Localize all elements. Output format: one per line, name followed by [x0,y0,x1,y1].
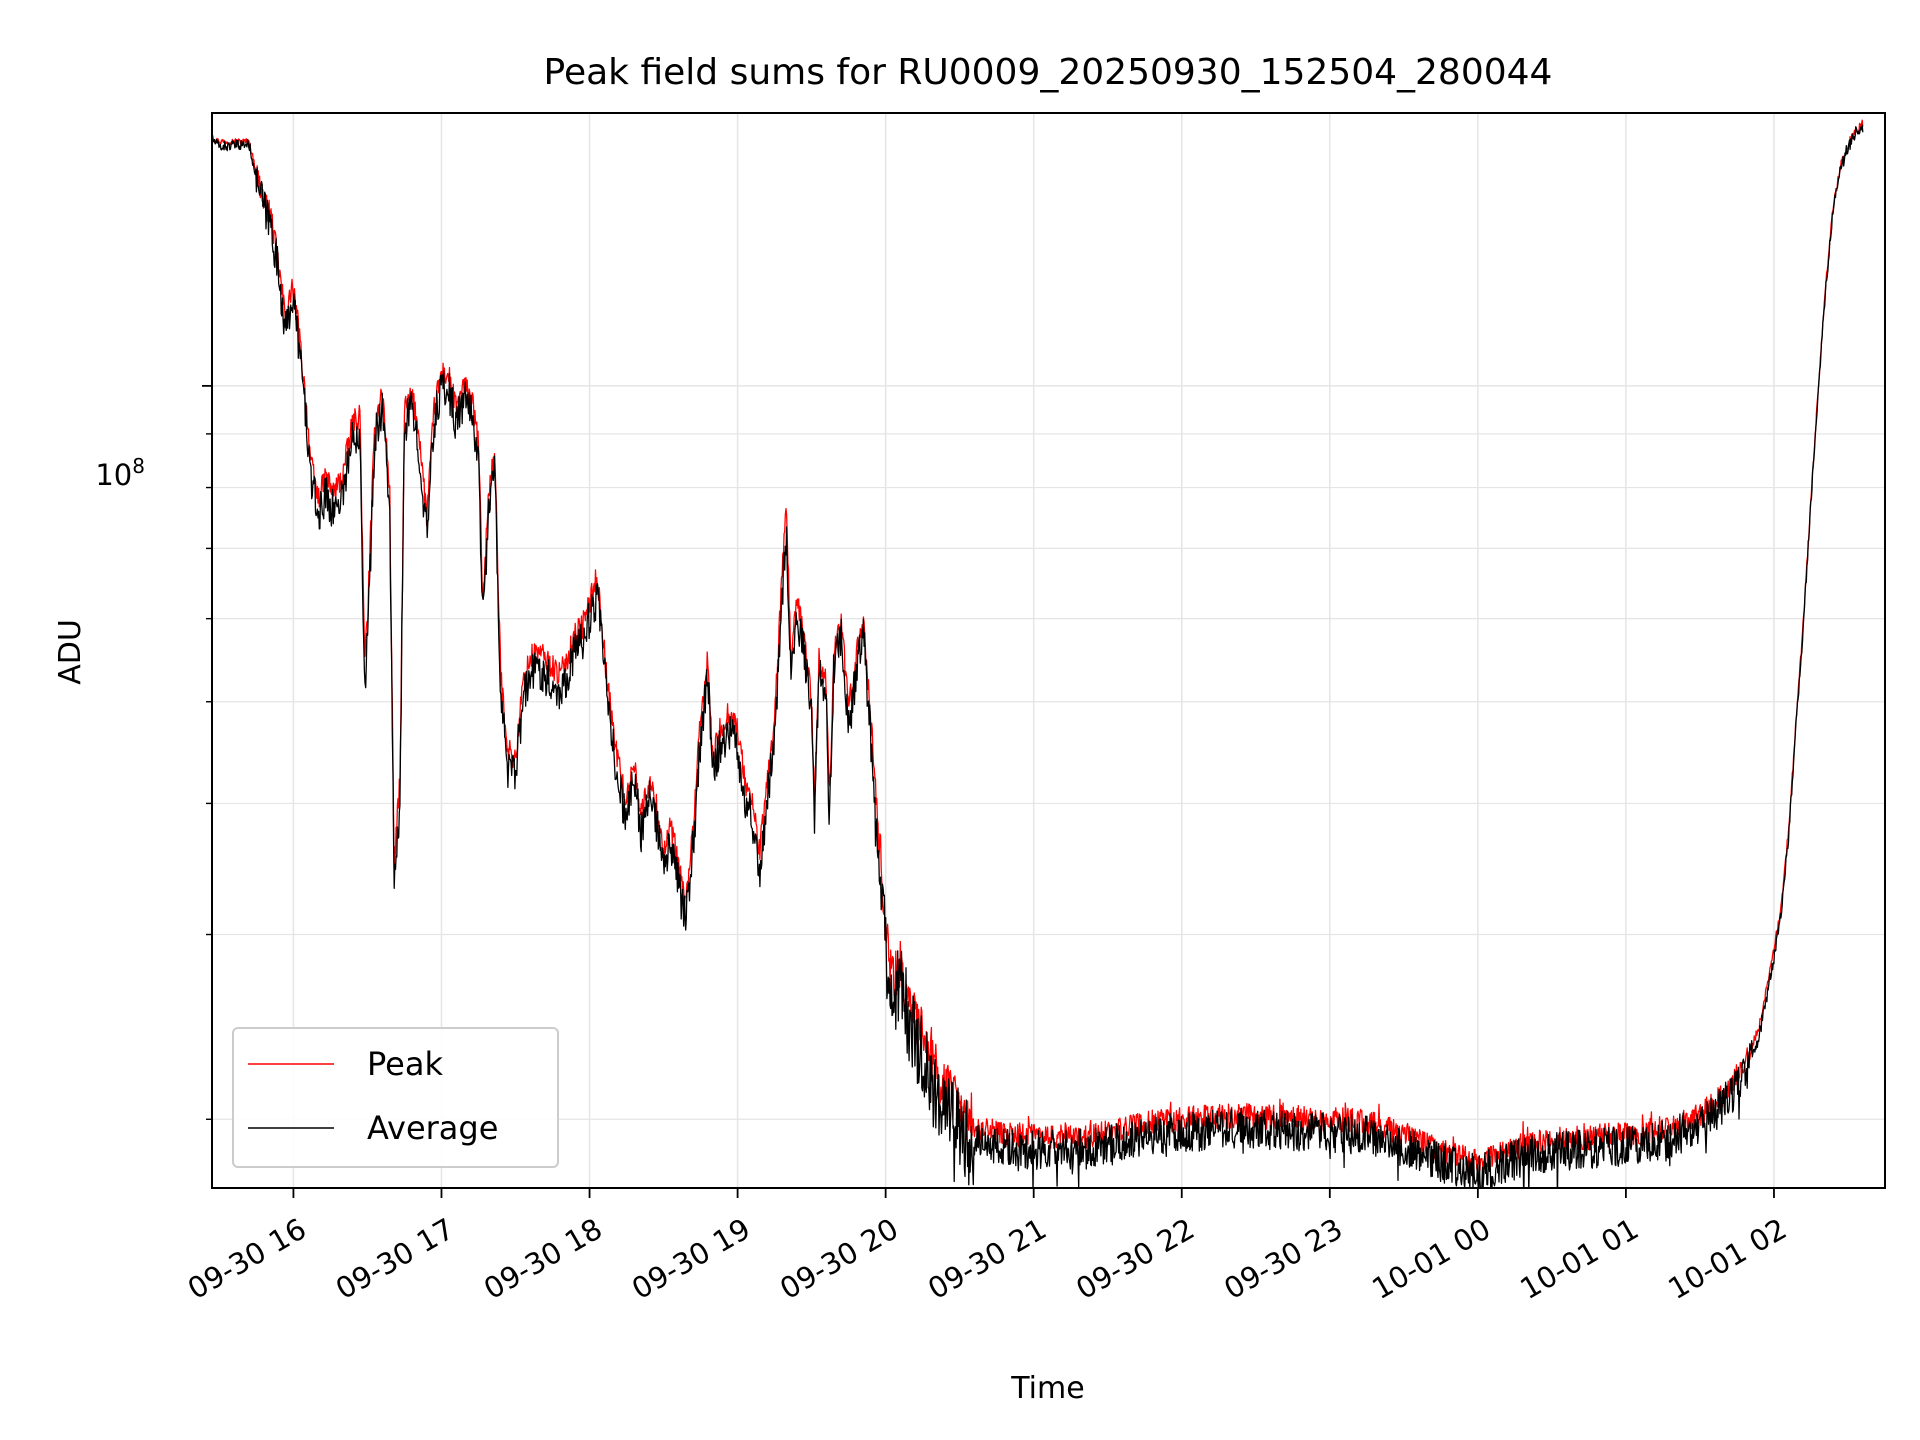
legend-box [232,1027,559,1168]
plot-frame [211,112,1886,1189]
y-major-tick-exponent: 8 [132,454,145,478]
y-major-tick-label: 108 [95,454,145,492]
y-axis-label: ADU [53,619,88,685]
legend-label-peak: Peak [367,1045,443,1083]
y-axis [202,384,212,1120]
legend-label-average: Average [367,1109,498,1147]
chart-title: Peak field sums for RU0009_20250930_1525… [544,52,1553,93]
series-line-average [212,124,1864,1188]
legend: Peak Average [232,1027,559,1168]
gridlines [212,113,1885,1188]
series-layer [212,119,1864,1188]
x-axis-label: Time [1010,1371,1084,1406]
